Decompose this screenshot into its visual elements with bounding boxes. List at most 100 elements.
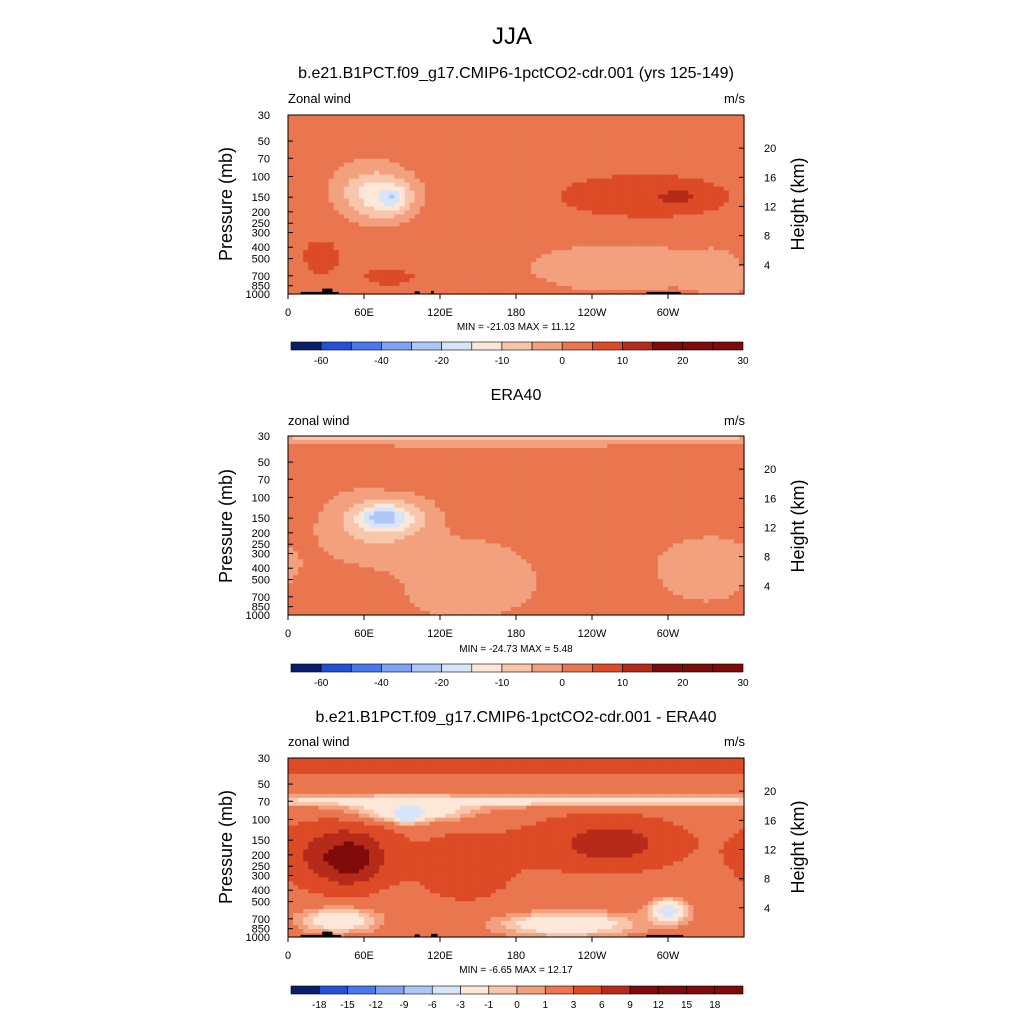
- contour-cell: [617, 186, 623, 192]
- contour-cell: [637, 158, 644, 164]
- contour-cell: [592, 222, 598, 227]
- contour-cell: [662, 198, 669, 204]
- contour-cell: [637, 170, 644, 176]
- contour-cell: [353, 150, 360, 156]
- contour-cell: [637, 122, 644, 128]
- contour-cell: [541, 226, 547, 231]
- contour-cell: [409, 162, 416, 168]
- contour-cell: [445, 250, 451, 255]
- contour-cell: [561, 467, 568, 473]
- contour-cell: [379, 254, 385, 259]
- contour-cell: [516, 226, 522, 231]
- contour-cell: [328, 436, 335, 441]
- contour-cell: [718, 455, 725, 461]
- contour-cell: [728, 274, 735, 279]
- contour-cell: [399, 467, 406, 473]
- contour-cell: [440, 122, 446, 128]
- contour-cell: [348, 146, 355, 152]
- contour-cell: [733, 162, 740, 168]
- contour-cell: [419, 115, 426, 120]
- colorbar-box: [290, 341, 322, 351]
- contour-cell: [353, 134, 360, 140]
- contour-cell: [607, 234, 613, 239]
- contour-cell: [318, 250, 325, 255]
- contour-cell: [424, 471, 431, 477]
- contour-cell: [546, 282, 553, 287]
- contour-cell: [713, 198, 720, 204]
- contour-cell: [531, 130, 537, 136]
- contour-cell: [333, 443, 340, 449]
- contour-cell: [531, 154, 537, 160]
- contour-cell: [394, 270, 401, 275]
- contour-cell: [708, 250, 715, 255]
- contour-cell: [445, 222, 451, 227]
- contour-cell: [343, 234, 350, 239]
- contour-cell: [698, 130, 705, 136]
- contour-cell: [632, 214, 639, 220]
- contour-cell: [571, 463, 578, 469]
- contour-cell: [713, 122, 720, 128]
- contour-cell: [460, 222, 466, 227]
- contour-cell: [389, 443, 395, 449]
- contour-cell: [551, 246, 558, 251]
- contour-cell: [445, 174, 451, 180]
- contour-cell: [617, 254, 623, 259]
- contour-cell: [642, 222, 649, 227]
- contour-cell: [470, 455, 477, 461]
- contour-cell: [389, 202, 395, 208]
- contour-cell: [622, 258, 629, 263]
- contour-cell: [500, 138, 507, 144]
- contour-cell: [662, 218, 669, 223]
- contour-cell: [607, 226, 613, 231]
- contour-cell: [445, 158, 451, 164]
- contour-cell: [698, 282, 705, 287]
- contour-cell: [399, 182, 406, 188]
- contour-cell: [475, 278, 482, 283]
- contour-cell: [551, 451, 558, 457]
- contour-cell: [369, 146, 375, 152]
- contour-cell: [617, 190, 623, 196]
- y2-tick-label: 20: [764, 143, 776, 155]
- contour-cell: [592, 274, 598, 279]
- contour-cell: [536, 290, 542, 295]
- contour-cell: [571, 202, 578, 208]
- contour-cell: [424, 198, 431, 204]
- contour-cell: [445, 214, 451, 220]
- contour-cell: [561, 118, 568, 124]
- contour-cell: [673, 242, 679, 247]
- contour-cell: [313, 286, 319, 291]
- contour-cell: [693, 134, 699, 140]
- contour-cell: [445, 186, 451, 192]
- contour-cell: [485, 238, 492, 243]
- contour-cell: [424, 238, 431, 243]
- contour-cell: [288, 178, 294, 184]
- contour-cell: [490, 182, 497, 188]
- contour-cell: [424, 170, 431, 176]
- contour-cell: [445, 138, 451, 144]
- contour-cell: [698, 226, 705, 231]
- contour-cell: [364, 186, 370, 192]
- contour-cell: [364, 202, 370, 208]
- contour-cell: [683, 218, 689, 223]
- contour-cell: [607, 218, 613, 223]
- contour-cell: [394, 266, 401, 271]
- contour-cell: [409, 142, 416, 148]
- contour-cell: [318, 118, 325, 124]
- contour-cell: [323, 182, 330, 188]
- contour-cell: [546, 158, 553, 164]
- contour-cell: [313, 158, 319, 164]
- contour-cell: [419, 447, 426, 453]
- contour-cell: [510, 214, 517, 220]
- contour-cell: [546, 202, 553, 208]
- contour-cell: [298, 158, 304, 164]
- contour-cell: [662, 282, 669, 287]
- contour-cell: [450, 210, 456, 216]
- contour-cell: [526, 455, 532, 461]
- contour-cell: [313, 254, 319, 259]
- contour-cell: [607, 270, 613, 275]
- contour-cell: [500, 214, 507, 220]
- contour-cell: [627, 146, 634, 152]
- contour-cell: [369, 166, 375, 172]
- contour-cell: [429, 186, 436, 192]
- contour-cell: [703, 190, 710, 196]
